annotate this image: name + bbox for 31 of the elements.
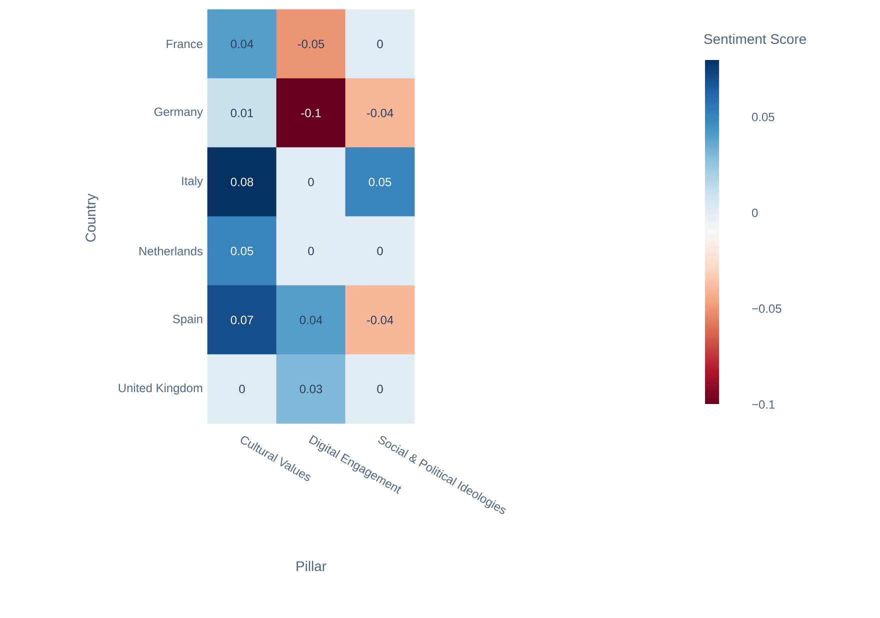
y-tick-label: France [166, 40, 202, 48]
color-bar-title: Sentiment Score [704, 34, 806, 44]
data-label: 0.05 [230, 246, 254, 256]
data-label: 0 [239, 384, 245, 394]
data-label: 0 [308, 246, 314, 256]
data-label: 0.04 [300, 316, 322, 324]
y-tick-label: Spain [172, 314, 202, 326]
y-tick-label: Germany [154, 108, 203, 118]
data-label: 0 [377, 246, 383, 256]
data-label: -0.04 [366, 316, 394, 324]
data-label: -0.1 [301, 108, 321, 118]
y-tick-label: Netherlands [140, 246, 203, 256]
data-label: 0.03 [300, 384, 322, 394]
x-axis-title: Pillar [296, 560, 326, 572]
data-label: -0.05 [298, 40, 324, 48]
data-label: 0.01 [230, 108, 254, 118]
y-tick-label: Italy [182, 176, 203, 188]
color-bar-label: −0.05 [752, 304, 782, 313]
data-label: 0.07 [230, 316, 254, 324]
color-bar-label: −0.1 [752, 400, 775, 409]
data-label: 0.08 [230, 178, 254, 186]
data-label: 0 [377, 384, 383, 394]
color-bar-label: 0.05 [752, 112, 774, 122]
y-tick-label: United Kingdom [118, 383, 202, 395]
data-label: 0 [377, 40, 383, 48]
data-label: 0.05 [368, 178, 392, 186]
data-label: -0.04 [366, 108, 394, 118]
y-axis-title: Country [86, 194, 98, 242]
color-bar-label: 0 [752, 208, 758, 218]
data-label: 0 [308, 178, 314, 186]
data-label: 0.04 [230, 40, 254, 48]
